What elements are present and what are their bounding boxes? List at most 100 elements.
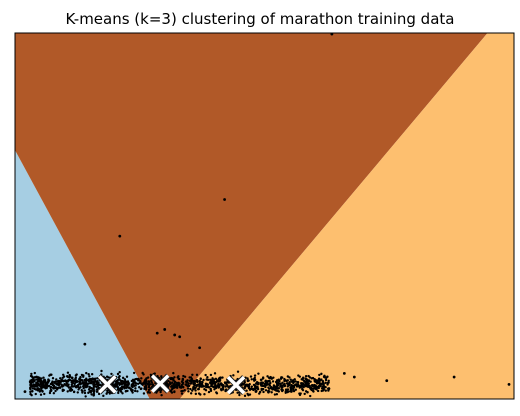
- data-point: [196, 383, 200, 386]
- data-point: [61, 389, 64, 393]
- data-point: [178, 377, 181, 381]
- data-point: [52, 386, 56, 390]
- data-point: [124, 383, 127, 387]
- data-point: [299, 392, 302, 395]
- data-point: [193, 386, 196, 389]
- outlier-point: [198, 346, 202, 350]
- data-point: [278, 379, 281, 383]
- data-point: [128, 386, 131, 389]
- data-point: [74, 379, 78, 383]
- data-point: [172, 383, 175, 386]
- data-point: [150, 381, 154, 384]
- data-point: [262, 390, 265, 394]
- data-point: [118, 383, 121, 386]
- data-point: [276, 389, 279, 393]
- data-point: [134, 384, 137, 387]
- data-point: [48, 384, 51, 388]
- data-point: [105, 392, 108, 395]
- outlier-point: [385, 379, 389, 383]
- data-point: [245, 389, 248, 392]
- data-points: [23, 33, 511, 398]
- data-point: [209, 373, 213, 377]
- data-point: [286, 385, 290, 388]
- data-point: [254, 382, 258, 385]
- data-point: [151, 383, 155, 387]
- data-point: [292, 386, 296, 389]
- data-point: [81, 381, 85, 384]
- data-point: [263, 383, 267, 387]
- data-point: [196, 380, 199, 384]
- data-point: [88, 385, 91, 389]
- data-point: [118, 378, 121, 381]
- data-point: [303, 392, 306, 396]
- data-point: [207, 390, 211, 394]
- data-point: [208, 378, 212, 381]
- data-point: [210, 384, 213, 388]
- data-point: [175, 385, 179, 388]
- data-point: [269, 385, 273, 389]
- data-point: [118, 374, 121, 378]
- data-point: [33, 371, 37, 375]
- data-point: [315, 388, 318, 391]
- data-point: [145, 386, 148, 390]
- data-point: [124, 379, 127, 383]
- data-point: [283, 378, 287, 382]
- data-point: [29, 374, 33, 378]
- region-cluster_right: [179, 33, 514, 399]
- data-point: [136, 382, 140, 385]
- data-point: [125, 375, 129, 378]
- data-point: [316, 386, 319, 389]
- data-point: [189, 387, 192, 391]
- data-point: [111, 383, 114, 386]
- outlier-point: [83, 342, 87, 346]
- data-point: [220, 388, 223, 392]
- data-point: [117, 391, 120, 395]
- data-point: [310, 377, 313, 380]
- data-point: [48, 374, 51, 377]
- data-point: [274, 385, 278, 388]
- data-point: [52, 392, 56, 395]
- data-point: [247, 393, 250, 397]
- data-point: [221, 376, 224, 379]
- data-point: [126, 389, 129, 393]
- data-point: [181, 385, 185, 389]
- outlier-point: [23, 390, 27, 394]
- data-point: [246, 377, 249, 380]
- data-point: [84, 395, 87, 398]
- data-point: [93, 377, 97, 380]
- data-point: [142, 382, 146, 385]
- data-point: [44, 381, 48, 385]
- data-point: [82, 375, 85, 378]
- data-point: [209, 381, 212, 384]
- data-point: [159, 390, 162, 394]
- data-point: [214, 377, 218, 380]
- data-point: [268, 384, 272, 387]
- data-point: [219, 377, 222, 380]
- centroid-cluster_left: [97, 374, 118, 395]
- data-point: [131, 391, 134, 394]
- data-point: [139, 379, 142, 383]
- data-point: [206, 383, 209, 386]
- data-point: [88, 375, 91, 378]
- data-point: [89, 390, 92, 394]
- data-point: [106, 389, 109, 392]
- data-point: [115, 380, 118, 384]
- data-point: [110, 372, 113, 376]
- data-point: [71, 376, 74, 379]
- data-point: [86, 379, 90, 382]
- outlier-point: [342, 371, 346, 375]
- data-point: [212, 385, 215, 389]
- data-point: [72, 390, 76, 393]
- data-point: [198, 379, 201, 383]
- data-point: [269, 381, 272, 385]
- data-point: [269, 375, 272, 379]
- data-point: [188, 379, 192, 382]
- data-point: [135, 377, 139, 381]
- data-point: [320, 378, 323, 381]
- data-point: [67, 378, 70, 382]
- data-point: [29, 384, 33, 388]
- data-point: [301, 382, 305, 385]
- data-point: [83, 391, 87, 395]
- data-point: [79, 378, 83, 381]
- data-point: [292, 389, 296, 393]
